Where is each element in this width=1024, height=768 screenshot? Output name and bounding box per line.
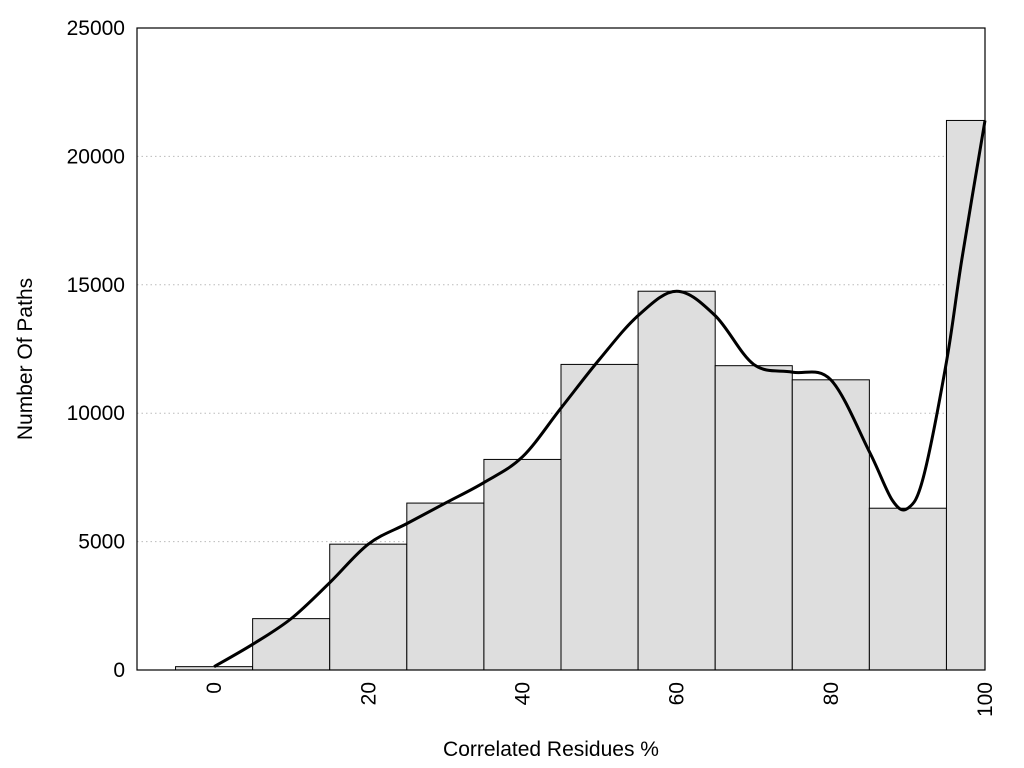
x-axis-label: Correlated Residues % bbox=[443, 738, 659, 761]
density-curve bbox=[213, 120, 987, 668]
histogram-bar bbox=[868, 507, 947, 671]
histogram-bar bbox=[252, 618, 331, 671]
histogram-bar bbox=[406, 502, 485, 671]
histogram-bar bbox=[945, 119, 986, 671]
histogram-bar bbox=[791, 379, 870, 671]
x-axis-ticks: 0 20 40 60 80 100 bbox=[203, 682, 997, 717]
histogram-bar bbox=[714, 365, 793, 671]
histogram-bar bbox=[637, 290, 716, 671]
histogram-bar bbox=[329, 543, 408, 671]
x-tick-label: 0 bbox=[203, 682, 226, 694]
x-tick-label: 60 bbox=[666, 682, 689, 705]
y-tick-label: 20000 bbox=[67, 145, 125, 168]
y-tick-label: 0 bbox=[113, 659, 125, 682]
x-tick-label: 40 bbox=[511, 682, 534, 705]
y-tick-label: 15000 bbox=[67, 274, 125, 297]
x-tick-label: 100 bbox=[974, 682, 997, 717]
plot-frame bbox=[136, 27, 986, 671]
histogram-bars bbox=[175, 119, 986, 671]
y-tick-label: 10000 bbox=[67, 402, 125, 425]
histogram-bar bbox=[483, 458, 562, 671]
y-tick-label: 25000 bbox=[67, 17, 125, 40]
x-tick-label: 80 bbox=[820, 682, 843, 705]
y-tick-label: 5000 bbox=[78, 531, 125, 554]
y-axis-ticks: 0 5000 10000 15000 20000 25000 bbox=[67, 17, 125, 682]
histogram-bar bbox=[560, 363, 639, 671]
x-tick-label: 20 bbox=[357, 682, 380, 705]
y-axis-label: Number Of Paths bbox=[14, 278, 37, 440]
